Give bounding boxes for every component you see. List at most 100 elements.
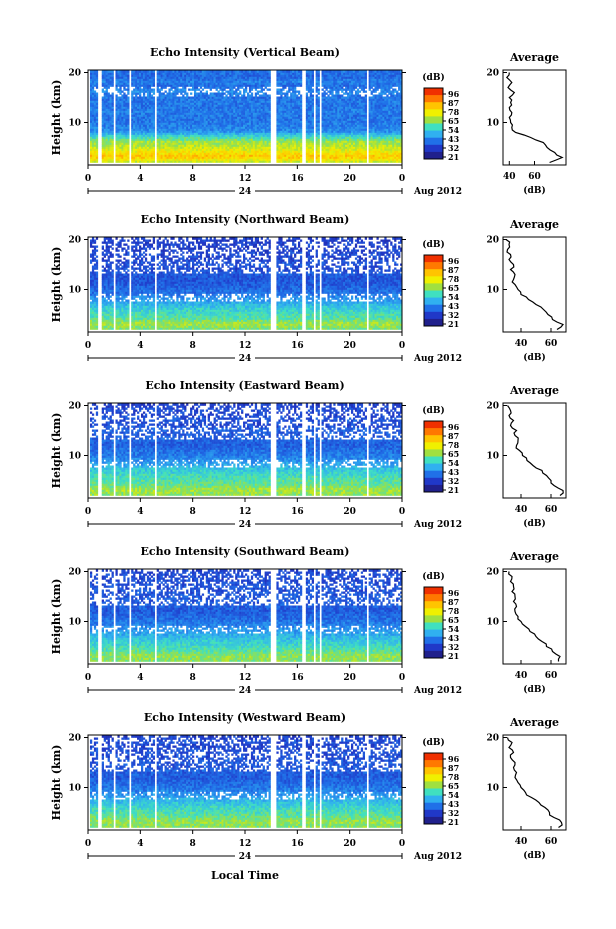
heatmap-cell (142, 86, 146, 89)
heatmap-cell (245, 70, 248, 73)
heatmap-cell (331, 94, 334, 97)
heatmap-cell (260, 96, 263, 99)
heatmap-cell (146, 92, 150, 95)
heatmap-cell (103, 124, 106, 127)
heatmap-cell (101, 72, 104, 75)
heatmap-cell (133, 158, 136, 161)
heatmap-cell (268, 132, 271, 135)
heatmap-cell (186, 106, 189, 109)
heatmap-cell (115, 136, 118, 139)
heatmap-cell (256, 122, 260, 125)
heatmap-cell (290, 100, 293, 103)
heatmap-cell (305, 110, 309, 113)
heatmap-cell (246, 132, 250, 135)
heatmap-cell (235, 88, 238, 91)
heatmap-cell (260, 154, 263, 157)
heatmap-cell (176, 90, 179, 93)
heatmap-cell (133, 138, 136, 141)
heatmap-cell (195, 140, 199, 143)
heatmap-cell (125, 104, 128, 107)
heatmap-cell (215, 112, 218, 115)
heatmap-cell (213, 74, 216, 77)
heatmap-cell (127, 132, 130, 135)
heatmap-cell (158, 112, 161, 115)
heatmap-cell (305, 128, 309, 131)
heatmap-cell (227, 116, 230, 119)
heatmap-cell (317, 80, 320, 83)
heatmap-cell (209, 120, 212, 123)
heatmap-cell (105, 106, 108, 109)
heatmap-cell (323, 114, 326, 117)
heatmap-cell (217, 96, 220, 99)
heatmap-cell (225, 84, 228, 87)
heatmap-cell (123, 114, 126, 117)
heatmap-cell (89, 138, 93, 141)
heatmap-cell (193, 120, 197, 123)
heatmap-cell (243, 98, 246, 101)
heatmap-cell (182, 86, 185, 89)
heatmap-cell (193, 158, 197, 161)
heatmap-cell (209, 160, 212, 163)
heatmap-cell (327, 98, 330, 101)
heatmap-cell (329, 116, 332, 119)
heatmap-cell (103, 74, 106, 77)
heatmap-cell (311, 160, 314, 163)
heatmap-cell (160, 132, 163, 135)
heatmap-cell (135, 94, 138, 97)
heatmap-cell (250, 146, 254, 149)
heatmap-cell (150, 144, 154, 147)
heatmap-cell (223, 156, 226, 159)
heatmap-cell (91, 76, 95, 79)
heatmap-cell (299, 122, 303, 125)
heatmap-cell (142, 88, 146, 91)
heatmap-cell (207, 118, 210, 121)
heatmap-cell (323, 72, 326, 75)
heatmap-cell (133, 104, 136, 107)
heatmap-cell (321, 84, 324, 87)
heatmap-cell (199, 126, 203, 129)
heatmap-cell (282, 144, 285, 147)
heatmap-cell (170, 74, 173, 77)
heatmap-cell (296, 134, 299, 137)
heatmap-cell (135, 104, 138, 107)
heatmap-cell (172, 86, 175, 89)
heatmap-cell (245, 148, 248, 151)
heatmap-cell (294, 88, 297, 91)
heatmap-cell (111, 158, 114, 161)
heatmap-cell (290, 118, 293, 121)
heatmap-cell (233, 114, 236, 117)
heatmap-cell (321, 148, 324, 151)
heatmap-cell (276, 110, 279, 113)
heatmap-cell (91, 150, 95, 153)
heatmap-cell (307, 154, 311, 157)
heatmap-cell (135, 142, 138, 145)
heatmap-cell (170, 118, 173, 121)
heatmap-cell (248, 148, 252, 151)
heatmap-cell (309, 100, 313, 103)
heatmap-cell (184, 106, 187, 109)
heatmap-cell (227, 148, 230, 151)
heatmap-cell (186, 128, 189, 131)
heatmap-cell (211, 124, 214, 127)
heatmap-cell (91, 134, 95, 137)
heatmap-cell (296, 80, 299, 83)
heatmap-cell (307, 98, 311, 101)
heatmap-cell (229, 74, 232, 77)
heatmap-cell (107, 154, 110, 157)
heatmap-cell (231, 138, 234, 141)
heatmap-cell (262, 122, 265, 125)
heatmap-cell (233, 82, 236, 85)
heatmap-cell (235, 130, 238, 133)
heatmap-cell (323, 158, 326, 161)
heatmap-cell (231, 120, 234, 123)
heatmap-cell (231, 76, 234, 79)
heatmap-cell (231, 154, 234, 157)
heatmap-cell (111, 78, 114, 81)
heatmap-cell (225, 126, 228, 129)
heatmap-cell (207, 114, 210, 117)
heatmap-cell (168, 158, 171, 161)
heatmap-cell (184, 84, 187, 87)
heatmap-cell (135, 108, 138, 111)
heatmap-cell (231, 122, 234, 125)
heatmap-cell (219, 72, 222, 75)
